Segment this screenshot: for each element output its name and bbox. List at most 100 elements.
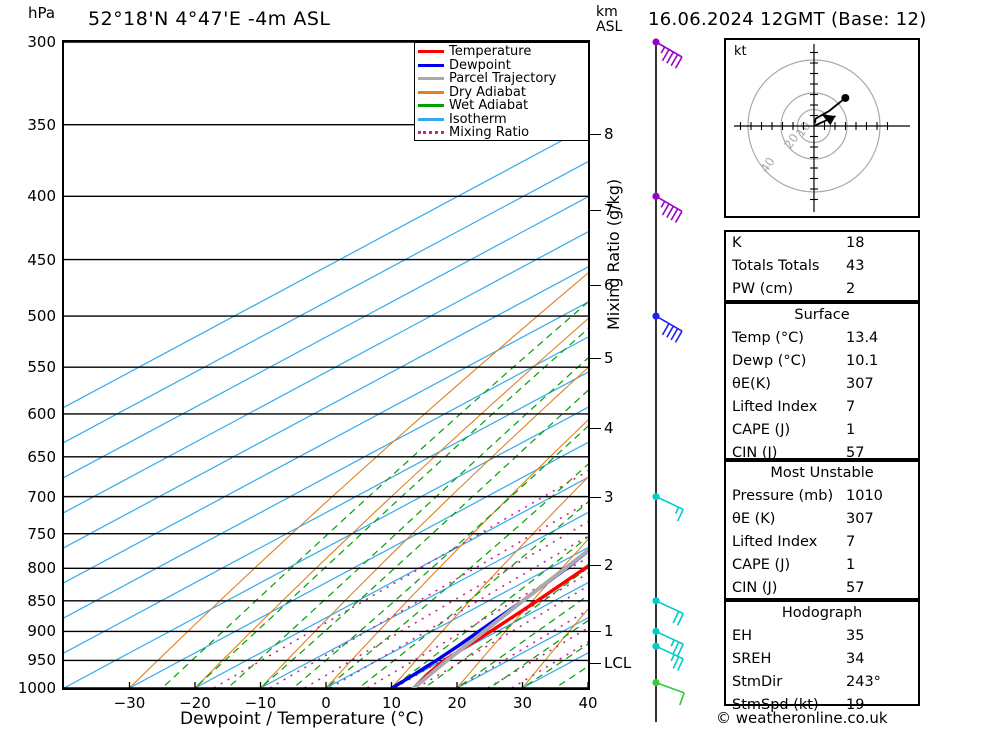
legend-swatch-icon [418,104,444,108]
index-label: CAPE (J) [732,557,791,573]
surface-indices-table: Surface Temp (°C) 13.4 Dewp (°C) 10.1 θE(K) 30… [726,304,918,465]
legend-item: Temperature [418,45,585,59]
chart-legend: Temperature Dewpoint Parcel Trajectory Dry … [414,42,589,141]
legend-label: Dewpoint [449,57,511,73]
wind-barb [652,597,684,626]
hodograph-indices-panel: Hodograph EH 35 SREH 34 StmDir 243° StmSpd (kt)… [724,600,920,713]
pressure-tick-label: 800 [27,559,56,578]
lcl-tick-mark [590,663,601,665]
pressure-tick-label: 400 [27,187,56,206]
index-label: CIN (J) [732,580,778,596]
model-run-title: 16.06.2024 12GMT (Base: 12) [648,9,927,30]
legend-swatch-icon [418,63,444,67]
index-value: 57 [846,445,865,461]
table-row: CIN (J) 57 [726,442,918,465]
hodograph-indices-table: Hodograph EH 35 SREH 34 StmDir 243° StmSpd (kt)… [726,602,918,717]
table-row: Pressure (mb) 1010 [726,485,918,508]
index-label: Lifted Index [732,399,818,415]
pressure-tick-label: 550 [27,358,56,377]
index-label: Pressure (mb) [732,488,834,504]
height-tick-mark [590,564,601,566]
legend-label: Mixing Ratio [449,125,530,141]
index-label: Dewp (°C) [732,353,807,369]
height-tick-label: 8 [604,124,614,143]
page-title: 52°18'N 4°47'E -4m ASL [88,8,331,30]
most-unstable-panel: Most Unstable Pressure (mb) 1010 θE (K) 307 L… [724,460,920,600]
table-row: θE (K) 307 [726,508,918,531]
pressure-tick-label: 700 [27,487,56,506]
index-label: Lifted Index [732,534,818,550]
index-value: 35 [846,628,865,644]
table-row: Dewp (°C) 10.1 [726,350,918,373]
legend-item: Mixing Ratio [418,126,585,140]
temperature-tick-label: 10 [381,694,402,712]
table-row: Totals Totals 43 [726,255,918,278]
skewt-plot-area[interactable]: 12346810152025 [62,40,590,690]
index-label: θE (K) [732,511,776,527]
general-indices-panel: K 18 Totals Totals 43 PW (cm) 2 [724,230,920,302]
table-row: StmDir 243° [726,671,918,694]
hodograph-panel[interactable]: kt 10 20 40 [724,38,920,218]
height-tick-label: 7 [604,201,614,220]
legend-label: Parcel Trajectory [449,71,557,87]
index-value: 1010 [846,488,883,504]
wind-barb [652,493,684,522]
wind-barb [652,627,684,657]
most-unstable-table: Most Unstable Pressure (mb) 1010 θE (K) 307 L… [726,462,918,600]
pressure-tick-label: 1000 [17,679,56,697]
index-value: 18 [846,235,865,251]
index-value: 1 [846,557,856,573]
legend-label: Temperature [449,44,532,60]
height-tick-mark [590,497,601,499]
index-value: 10.1 [846,353,879,369]
wind-barb [652,192,683,224]
index-label: K [732,235,742,251]
index-value: 13.4 [846,330,879,346]
wind-barb [652,642,684,671]
height-unit-label: km ASL [596,5,622,35]
table-row: CAPE (J) 1 [726,554,918,577]
index-value: 7 [846,534,856,550]
surface-indices-panel: Surface Temp (°C) 13.4 Dewp (°C) 10.1 θE(K) 30… [724,302,920,461]
index-value: 307 [846,376,874,392]
height-unit-line1: km [596,4,618,20]
table-row: SREH 34 [726,648,918,671]
pressure-tick-label: 650 [27,447,56,466]
height-tick-mark [590,630,601,632]
height-tick-label: 1 [604,621,614,640]
wind-barb-svg [652,38,685,722]
pressure-unit-label: hPa [28,4,56,22]
legend-label: Dry Adiabat [449,84,526,100]
wind-barb [652,679,685,706]
temperature-tick-label: 0 [321,694,331,712]
index-label: SREH [732,651,772,667]
copyright-notice: © weatheronline.co.uk [716,709,888,727]
pressure-tick-label: 900 [27,622,56,641]
index-label: CIN (J) [732,445,778,461]
index-label: Temp (°C) [732,330,804,346]
wind-barb-column [628,36,714,726]
index-label: PW (cm) [732,281,794,297]
index-label: CAPE (J) [732,422,791,438]
panel-title: Hodograph [781,605,863,621]
height-tick-label: 5 [604,348,614,367]
mixing-ratio-axis-title: Mixing Ratio (g/kg) [604,178,623,330]
table-row: Lifted Index 7 [726,396,918,419]
temperature-tick-label: 40 [578,694,598,712]
legend-swatch-icon [418,50,444,54]
index-value: 2 [846,281,856,297]
storm-motion-arrow [821,114,836,126]
table-row: θE(K) 307 [726,373,918,396]
legend-swatch-icon [418,90,444,94]
hodograph-unit-label: kt [734,44,747,59]
index-value: 243° [846,674,881,690]
height-tick-mark [590,357,601,359]
legend-swatch-icon [418,131,444,135]
height-tick-mark [590,133,601,135]
pressure-tick-label: 450 [27,250,56,269]
index-label: StmDir [732,674,783,690]
index-value: 1 [846,422,856,438]
temperature-tick-label: −30 [113,694,146,712]
table-row: Temp (°C) 13.4 [726,327,918,350]
pressure-tick-label: 600 [27,404,56,423]
